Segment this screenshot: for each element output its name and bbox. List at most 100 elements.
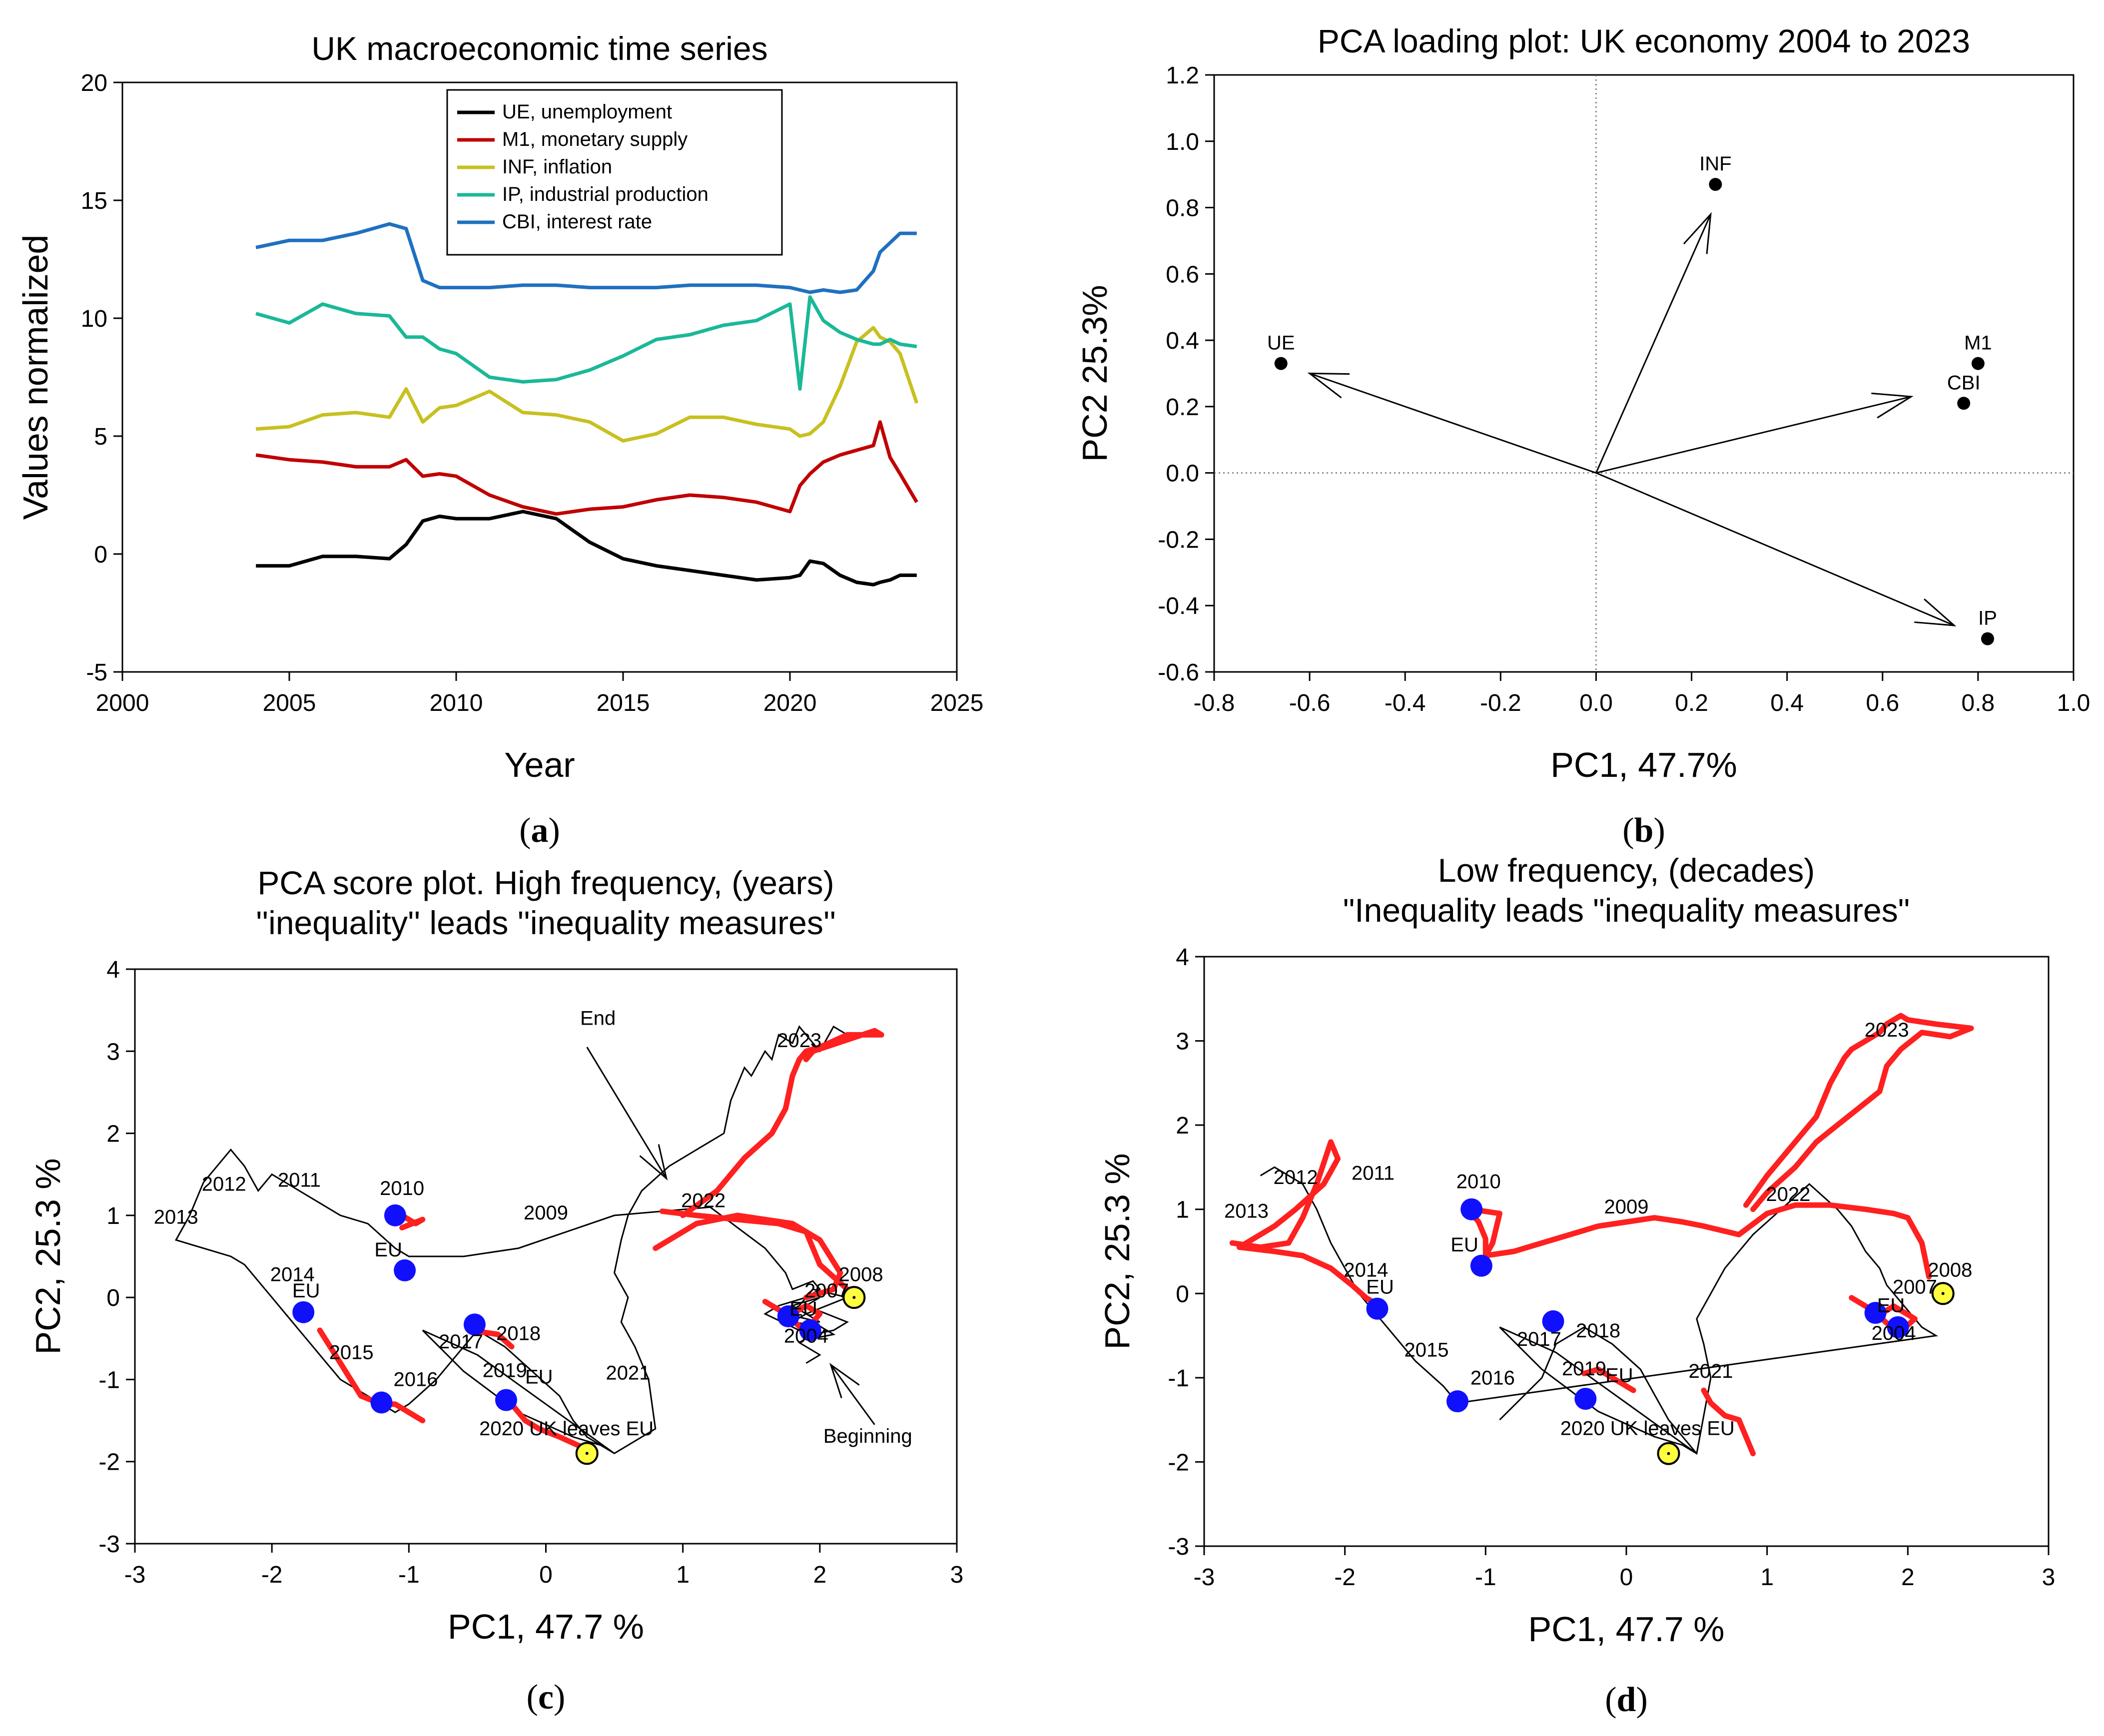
- path-annotation: 2015: [329, 1341, 374, 1363]
- path-annotation: 2020 UK leaves EU: [1560, 1417, 1735, 1439]
- path-annotation: 2004: [784, 1325, 828, 1347]
- blue-marker: [495, 1389, 517, 1411]
- loading-arrow-line: [1595, 472, 1955, 626]
- trajectory-red-segment: [680, 1028, 884, 1218]
- path-annotation: 2007: [804, 1280, 849, 1302]
- x-tick-label: -0.2: [1480, 690, 1521, 716]
- chart-subtitle: ''inequality'' leads ''inequality measur…: [256, 904, 836, 941]
- y-axis-title: PC2, 25.3 %: [28, 1158, 67, 1355]
- loading-arrow-line: [1596, 396, 1912, 474]
- x-tick-label: -0.4: [1385, 690, 1426, 716]
- y-tick-label: 0: [1176, 1281, 1189, 1307]
- x-tick-label: 0: [539, 1562, 553, 1588]
- y-tick-label: 1.2: [1166, 62, 1199, 89]
- x-tick-label: 1: [676, 1562, 690, 1588]
- x-tick-label: -1: [398, 1562, 420, 1588]
- y-tick-label: 15: [81, 188, 107, 214]
- x-tick-label: 0.6: [1866, 690, 1899, 716]
- y-tick-label: 0.2: [1166, 394, 1199, 421]
- path-annotation: 2013: [1224, 1200, 1269, 1222]
- y-tick-label: 2: [106, 1121, 120, 1148]
- path-annotation: 2009: [524, 1202, 568, 1224]
- pointer-arrow-line: [586, 1047, 668, 1179]
- series-line-cbi: [255, 222, 917, 294]
- x-tick-label: 2: [1901, 1564, 1915, 1591]
- y-tick-label: 0.6: [1166, 261, 1199, 288]
- path-annotation: 2016: [1470, 1367, 1515, 1389]
- path-annotation: 2018: [496, 1323, 541, 1345]
- x-tick-label: 2000: [96, 690, 149, 716]
- trajectory-red-segment: [1229, 1139, 1383, 1312]
- y-tick-label: 4: [106, 957, 120, 983]
- x-tick-label: 3: [2042, 1564, 2056, 1591]
- path-annotation: EU: [1605, 1364, 1633, 1386]
- path-annotation: 2007: [1893, 1276, 1937, 1298]
- blue-marker: [1887, 1316, 1909, 1338]
- path-annotation: Beginning: [823, 1425, 912, 1447]
- path-annotation: 2023: [777, 1030, 821, 1052]
- loading-arrow-head: [1307, 372, 1350, 399]
- path-annotation: EU: [292, 1280, 320, 1302]
- blue-marker: [370, 1391, 393, 1414]
- path-annotation: EU: [374, 1239, 402, 1261]
- x-tick-label: -3: [1194, 1564, 1215, 1591]
- panel-label: (b): [1622, 811, 1665, 850]
- x-tick-label: -2: [1334, 1564, 1356, 1591]
- path-annotation: 2020 UK leaves EU: [479, 1418, 654, 1440]
- path-annotation: 2019: [1562, 1358, 1606, 1380]
- loading-label-inf: INF: [1699, 153, 1731, 175]
- x-tick-label: 0.2: [1675, 690, 1708, 716]
- y-tick-label: 4: [1176, 944, 1189, 971]
- loading-arrow-line: [1595, 214, 1712, 474]
- path-annotation: 2012: [1274, 1166, 1318, 1188]
- x-axis-title: PC1, 47.7%: [1550, 745, 1737, 784]
- y-tick-label: -2: [98, 1449, 120, 1476]
- x-tick-label: 2015: [597, 690, 650, 716]
- loading-arrow-head: [1871, 392, 1914, 419]
- x-tick-label: 2010: [430, 690, 483, 716]
- path-annotation: 2021: [606, 1362, 651, 1384]
- loading-label-cbi: CBI: [1947, 372, 1981, 394]
- blue-marker: [1542, 1310, 1564, 1332]
- yellow-marker-center: [1667, 1452, 1670, 1455]
- trajectory-red-segment: [1701, 1387, 1756, 1457]
- trajectory-black: [1260, 1166, 1939, 1455]
- y-tick-label: -0.6: [1158, 659, 1199, 686]
- y-axis-title: PC2, 25.3 %: [1098, 1154, 1137, 1350]
- y-tick-label: -0.2: [1158, 527, 1199, 553]
- trajectory-red-segment: [502, 1393, 590, 1452]
- y-tick-label: 0.4: [1166, 328, 1199, 354]
- legend-label-inf: INF, inflation: [502, 156, 612, 178]
- series-line-ue: [256, 510, 917, 586]
- x-tick-label: 2025: [930, 690, 984, 716]
- loading-label-m1: M1: [1964, 332, 1992, 354]
- blue-marker: [1366, 1297, 1389, 1320]
- x-axis-title: PC1, 47.7 %: [448, 1607, 644, 1646]
- y-tick-label: 0: [106, 1285, 120, 1311]
- x-tick-label: 1: [1760, 1564, 1774, 1591]
- loading-arrow-head: [1683, 212, 1712, 254]
- y-tick-label: -5: [86, 659, 107, 686]
- blue-marker: [394, 1259, 416, 1281]
- y-axis-title: PC2 25.3%: [1075, 285, 1114, 462]
- y-tick-label: 3: [106, 1039, 120, 1065]
- blue-marker: [463, 1313, 486, 1336]
- blue-marker: [384, 1204, 406, 1226]
- blue-marker: [1460, 1198, 1483, 1220]
- series-line-inf: [255, 326, 919, 443]
- x-tick-label: 2020: [763, 690, 817, 716]
- x-tick-label: 3: [950, 1562, 964, 1588]
- loading-arrow-head: [1914, 598, 1957, 626]
- loading-label-ip: IP: [1978, 607, 1997, 629]
- panel-label: (d): [1605, 1681, 1648, 1719]
- path-annotation: 2012: [202, 1173, 246, 1195]
- chart-title: UK macroeconomic time series: [311, 30, 767, 67]
- path-annotation: 2013: [154, 1206, 198, 1228]
- legend-label-cbi: CBI, interest rate: [502, 211, 652, 233]
- series-line-ip: [255, 295, 917, 391]
- path-annotation: 2008: [839, 1263, 883, 1285]
- x-tick-label: 0.8: [1962, 690, 1995, 716]
- path-annotation: 2022: [1766, 1183, 1810, 1205]
- path-annotation: 2011: [278, 1169, 321, 1191]
- path-annotation: 2021: [1689, 1360, 1733, 1382]
